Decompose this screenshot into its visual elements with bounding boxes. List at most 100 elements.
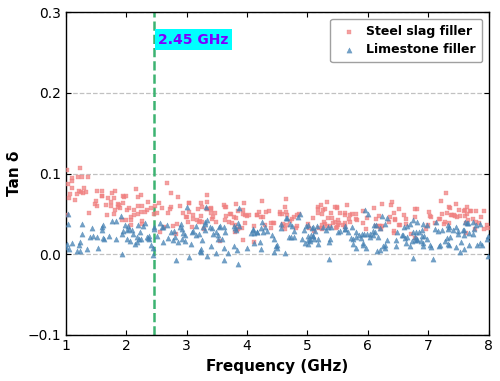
- Limestone filler: [441, 238, 449, 244]
- Limestone filler: [188, 228, 196, 234]
- Limestone filler: [348, 235, 356, 241]
- Limestone filler: [381, 221, 389, 227]
- Steel slag filler: [208, 216, 216, 223]
- Steel slag filler: [296, 211, 304, 218]
- Steel slag filler: [286, 218, 294, 224]
- Limestone filler: [100, 236, 108, 242]
- Limestone filler: [99, 222, 107, 228]
- Limestone filler: [258, 219, 266, 226]
- Limestone filler: [358, 242, 366, 248]
- Limestone filler: [88, 225, 96, 231]
- Limestone filler: [214, 232, 222, 238]
- Steel slag filler: [189, 216, 197, 222]
- Steel slag filler: [322, 206, 330, 212]
- Limestone filler: [236, 205, 244, 211]
- Steel slag filler: [335, 220, 343, 226]
- Steel slag filler: [108, 190, 116, 196]
- Steel slag filler: [472, 219, 480, 225]
- Steel slag filler: [426, 213, 434, 219]
- Limestone filler: [454, 228, 462, 234]
- Limestone filler: [460, 227, 468, 234]
- Steel slag filler: [265, 208, 273, 214]
- Steel slag filler: [424, 221, 432, 227]
- Steel slag filler: [370, 205, 378, 211]
- Steel slag filler: [98, 189, 106, 195]
- Steel slag filler: [460, 208, 468, 215]
- Limestone filler: [426, 242, 434, 248]
- Limestone filler: [220, 256, 228, 263]
- Limestone filler: [202, 204, 209, 210]
- Steel slag filler: [438, 211, 446, 217]
- Steel slag filler: [226, 211, 234, 218]
- Limestone filler: [381, 242, 389, 248]
- Limestone filler: [445, 242, 453, 248]
- Steel slag filler: [343, 202, 351, 208]
- Limestone filler: [306, 239, 314, 245]
- Limestone filler: [398, 232, 406, 238]
- Limestone filler: [176, 224, 184, 230]
- Limestone filler: [263, 227, 271, 234]
- Limestone filler: [288, 223, 296, 229]
- Steel slag filler: [270, 220, 278, 226]
- Steel slag filler: [188, 224, 196, 230]
- Steel slag filler: [204, 199, 212, 205]
- Steel slag filler: [386, 202, 394, 208]
- Steel slag filler: [127, 221, 135, 227]
- Limestone filler: [314, 242, 322, 248]
- Steel slag filler: [438, 198, 446, 204]
- Limestone filler: [443, 235, 451, 241]
- Limestone filler: [363, 231, 371, 237]
- Limestone filler: [220, 229, 228, 235]
- Limestone filler: [185, 254, 193, 260]
- Limestone filler: [235, 223, 243, 229]
- Limestone filler: [234, 261, 242, 267]
- Limestone filler: [93, 234, 101, 240]
- Limestone filler: [400, 224, 407, 230]
- Steel slag filler: [232, 215, 240, 221]
- Limestone filler: [181, 232, 189, 238]
- Limestone filler: [308, 224, 316, 230]
- Limestone filler: [230, 243, 238, 249]
- Limestone filler: [145, 233, 153, 239]
- Limestone filler: [378, 213, 386, 219]
- Limestone filler: [254, 229, 262, 235]
- Limestone filler: [452, 244, 460, 250]
- Steel slag filler: [372, 223, 380, 229]
- Limestone filler: [224, 250, 232, 256]
- Steel slag filler: [94, 203, 102, 209]
- Steel slag filler: [138, 221, 146, 227]
- Limestone filler: [150, 226, 158, 232]
- Limestone filler: [341, 226, 349, 232]
- Steel slag filler: [80, 185, 88, 191]
- Limestone filler: [364, 211, 372, 217]
- Steel slag filler: [179, 210, 187, 216]
- Steel slag filler: [294, 223, 302, 229]
- Steel slag filler: [184, 200, 192, 206]
- Limestone filler: [104, 233, 112, 239]
- Limestone filler: [188, 229, 196, 235]
- Steel slag filler: [122, 207, 130, 213]
- Steel slag filler: [241, 212, 249, 218]
- Limestone filler: [466, 242, 473, 248]
- Limestone filler: [159, 239, 167, 245]
- Limestone filler: [309, 232, 317, 239]
- Limestone filler: [438, 227, 446, 233]
- Steel slag filler: [359, 220, 367, 226]
- Limestone filler: [463, 219, 471, 226]
- Steel slag filler: [245, 212, 253, 218]
- Limestone filler: [282, 215, 290, 221]
- Steel slag filler: [71, 197, 79, 203]
- Steel slag filler: [160, 224, 168, 231]
- Steel slag filler: [92, 199, 100, 205]
- Limestone filler: [64, 211, 72, 218]
- Steel slag filler: [318, 211, 326, 217]
- Limestone filler: [348, 224, 356, 230]
- Limestone filler: [78, 231, 86, 237]
- Limestone filler: [248, 226, 256, 232]
- Steel slag filler: [228, 220, 235, 226]
- Steel slag filler: [98, 193, 106, 199]
- Steel slag filler: [456, 213, 464, 219]
- Limestone filler: [286, 221, 294, 227]
- Steel slag filler: [122, 193, 130, 199]
- Steel slag filler: [411, 235, 419, 241]
